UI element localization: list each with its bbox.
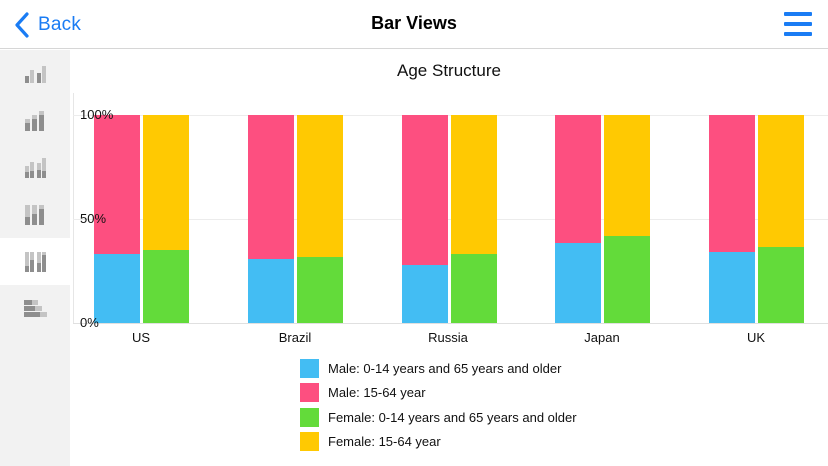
- legend-label: Female: 15-64 year: [328, 434, 441, 449]
- back-label: Back: [38, 14, 82, 35]
- x-label-us: US: [131, 330, 151, 345]
- x-axis-line: [73, 323, 828, 324]
- legend-swatch: [300, 432, 319, 451]
- horizontal-stacked-bar-chart-icon: [24, 299, 47, 317]
- bar-brazil-male[interactable]: [247, 115, 294, 323]
- bar-segment: [401, 264, 448, 323]
- sidebar: [0, 50, 70, 466]
- stacked-100-bar-chart-icon: [25, 204, 44, 225]
- bar-segment: [758, 115, 804, 248]
- bar-segment: [709, 252, 755, 323]
- stacked-bar-chart-icon: [25, 110, 44, 131]
- bar-segment: [555, 115, 602, 243]
- sidebar-item-horizontal-stacked-bar[interactable]: [0, 285, 70, 332]
- bar-segment: [94, 254, 140, 323]
- bar-japan-male[interactable]: [555, 115, 602, 323]
- x-label-brazil: Brazil: [278, 330, 312, 345]
- bar-russia-female[interactable]: [450, 115, 497, 323]
- sidebar-item-clustered-stacked-bar[interactable]: [0, 144, 70, 191]
- bar-us-female[interactable]: [143, 115, 189, 323]
- clustered-stacked-bar-chart-icon: [25, 157, 46, 178]
- legend-label: Female: 0-14 years and 65 years and olde…: [328, 409, 577, 425]
- bar-segment: [604, 235, 651, 323]
- navigation-bar: Back Bar Views: [0, 0, 828, 49]
- x-label-russia: Russia: [428, 330, 468, 345]
- bar-segment: [401, 115, 448, 265]
- bar-segment: [709, 115, 755, 253]
- bar-segment: [604, 115, 651, 236]
- bar-uk-male[interactable]: [709, 115, 755, 323]
- bar-us-male[interactable]: [94, 115, 140, 323]
- legend-item-male-working-age[interactable]: Male: 15-64 year: [300, 383, 426, 403]
- chart-area: Age Structure 100% 50% 0% US Brazil Russ…: [70, 50, 828, 466]
- legend-swatch: [300, 383, 319, 402]
- bar-segment: [450, 115, 497, 255]
- sidebar-item-clustered-stacked-100-bar[interactable]: [0, 238, 70, 285]
- y-tick-50: 50%: [80, 211, 107, 226]
- bar-segment: [247, 258, 294, 323]
- bar-segment: [143, 115, 189, 251]
- bar-segment: [247, 115, 294, 259]
- bar-japan-female[interactable]: [604, 115, 651, 323]
- y-axis-line: [73, 93, 74, 324]
- chevron-left-icon: [15, 12, 29, 38]
- legend-item-female-young-old[interactable]: Female: 0-14 years and 65 years and olde…: [300, 407, 577, 427]
- bar-segment: [296, 257, 343, 323]
- y-tick-0: 0%: [80, 315, 99, 330]
- legend-item-male-young-old[interactable]: Male: 0-14 years and 65 years and older: [300, 358, 561, 378]
- bar-segment: [94, 115, 140, 255]
- bar-segment: [758, 247, 804, 323]
- y-tick-100: 100%: [80, 107, 114, 122]
- legend-swatch: [300, 407, 319, 427]
- bar-segment: [450, 254, 497, 323]
- sidebar-item-stacked-100-bar[interactable]: [0, 191, 70, 238]
- legend-label: Male: 0-14 years and 65 years and older: [328, 360, 562, 376]
- clustered-stacked-100-bar-chart-icon: [25, 251, 46, 272]
- bar-segment: [555, 242, 602, 323]
- clustered-bar-chart-icon: [25, 65, 46, 83]
- chart-title: Age Structure: [397, 61, 501, 80]
- bar-brazil-female[interactable]: [296, 115, 343, 323]
- bar-russia-male[interactable]: [401, 115, 448, 323]
- x-label-japan: Japan: [584, 330, 620, 345]
- bar-segment: [296, 115, 343, 258]
- bar-uk-female[interactable]: [758, 115, 804, 323]
- sidebar-item-clustered-bar[interactable]: [0, 50, 70, 97]
- bar-segment: [143, 250, 189, 323]
- sidebar-item-stacked-bar[interactable]: [0, 97, 70, 144]
- legend-item-female-working-age[interactable]: Female: 15-64 year: [300, 432, 441, 452]
- back-button[interactable]: Back: [14, 10, 81, 40]
- x-label-uk: UK: [746, 330, 766, 345]
- menu-button[interactable]: [784, 12, 812, 36]
- legend-swatch: [300, 358, 319, 378]
- legend-label: Male: 15-64 year: [328, 385, 426, 400]
- page-title: Bar Views: [371, 13, 457, 33]
